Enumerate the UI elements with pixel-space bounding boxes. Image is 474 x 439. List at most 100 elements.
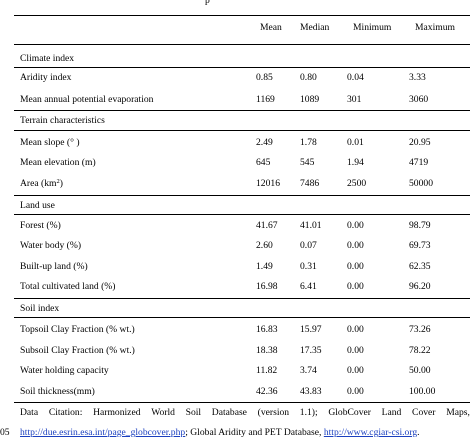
- cell-min: 0.00: [347, 240, 364, 251]
- cell-min: 0.00: [347, 281, 364, 292]
- cell-median: 0.80: [300, 72, 317, 83]
- top-rule: [14, 15, 470, 17]
- row-label: Forest (%): [20, 220, 61, 231]
- cell-mean: 1169: [256, 94, 275, 105]
- cell-median: 43.83: [300, 386, 322, 397]
- cell-max: 78.22: [409, 345, 431, 356]
- cgiar-link[interactable]: http://www.cgiar-csi.org: [323, 427, 418, 438]
- row-label: Aridity index: [20, 72, 72, 83]
- section-rule: [14, 110, 470, 111]
- cell-median: 15.97: [300, 324, 322, 335]
- cell-mean: 12016: [256, 178, 280, 189]
- cell-max: 73.26: [409, 324, 431, 335]
- row-label: Topsoil Clay Fraction (% wt.): [20, 324, 135, 335]
- footnote-word: Database: [211, 407, 247, 418]
- cell-max: 50000: [409, 178, 433, 189]
- cell-mean: 1.49: [256, 261, 273, 272]
- bottom-rule: [14, 402, 470, 404]
- footnote-word: Land: [381, 407, 402, 418]
- footnote-line-1: Data Citation: Harmonized World Soil Database…: [20, 407, 470, 418]
- footnote-word: Cover: [412, 407, 436, 418]
- footnote-word: GlobCover: [328, 407, 371, 418]
- footnote-word: Soil: [185, 407, 202, 418]
- cell-median: 3.74: [300, 365, 317, 376]
- section-rule: [14, 317, 470, 318]
- cell-max: 69.73: [409, 240, 431, 251]
- superscript: 2: [56, 178, 60, 185]
- table-caption-fragment: p: [205, 0, 210, 6]
- footnote-word: (version: [257, 407, 290, 418]
- column-header-minimum: Minimum: [353, 22, 392, 33]
- section-rule: [14, 130, 470, 131]
- section-title-terrain: Terrain characteristics: [20, 115, 105, 126]
- cell-median: 6.41: [300, 281, 317, 292]
- cell-max: 50.00: [409, 365, 431, 376]
- row-label: Mean slope (° ): [20, 137, 80, 148]
- cell-max: 62.35: [409, 261, 431, 272]
- footnote-word: Harmonized: [93, 407, 141, 418]
- footnote-word: 1.1);: [299, 407, 318, 418]
- footnote-word: World: [151, 407, 175, 418]
- cell-min: 0.01: [347, 137, 364, 148]
- header-rule: [14, 44, 470, 45]
- section-rule: [14, 298, 470, 299]
- cell-mean: 645: [256, 157, 271, 168]
- cell-max: 98.79: [409, 220, 431, 231]
- cell-median: 1089: [300, 94, 320, 105]
- cell-median: 7486: [300, 178, 320, 189]
- row-label: Area (km2): [20, 178, 63, 190]
- column-header-maximum: Maximum: [415, 22, 455, 33]
- footnote-end-text: .: [417, 427, 420, 438]
- cell-min: 0.00: [347, 220, 364, 231]
- row-label: Mean annual potential evaporation: [20, 94, 154, 105]
- cell-max: 3060: [409, 94, 429, 105]
- footnote-word: Citation:: [48, 407, 83, 418]
- cell-min: 0.00: [347, 386, 364, 397]
- cell-mean: 18.38: [256, 345, 278, 356]
- row-label: Water body (%): [20, 240, 82, 251]
- cell-min: 0.00: [347, 345, 364, 356]
- cell-mean: 41.67: [256, 220, 278, 231]
- cell-max: 96.20: [409, 281, 431, 292]
- cell-median: 41.01: [300, 220, 322, 231]
- row-label: Water holding capacity: [20, 365, 109, 376]
- cell-max: 4719: [409, 157, 429, 168]
- cell-mean: 0.85: [256, 72, 273, 83]
- section-title-soil: Soil index: [20, 303, 60, 314]
- cell-median: 545: [300, 157, 315, 168]
- cell-max: 20.95: [409, 137, 431, 148]
- cell-mean: 11.82: [256, 365, 278, 376]
- cell-max: 100.00: [409, 386, 436, 397]
- footnote-word: Data: [20, 407, 39, 418]
- row-label: Soil thickness(mm): [20, 386, 95, 397]
- row-label: Subsoil Clay Fraction (% wt.): [20, 345, 135, 356]
- cell-min: 2500: [347, 178, 367, 189]
- line-number: 05: [0, 427, 10, 438]
- globcover-link[interactable]: http://due.esrin.esa.int/page_globcover.…: [20, 427, 186, 438]
- row-label-tail: ): [59, 178, 63, 189]
- section-rule: [14, 67, 470, 68]
- cell-min: 0.00: [347, 365, 364, 376]
- footnote-line-2: http://due.esrin.esa.int/page_globcover.…: [20, 427, 420, 438]
- cell-median: 0.07: [300, 240, 317, 251]
- column-header-mean: Mean: [260, 22, 282, 33]
- footnote-word: Maps,: [446, 407, 470, 418]
- cell-min: 0.00: [347, 324, 364, 335]
- cell-mean: 16.83: [256, 324, 278, 335]
- row-label: Mean elevation (m): [20, 157, 96, 168]
- row-label-text: Area (km: [20, 178, 57, 189]
- section-rule: [14, 195, 470, 196]
- row-label: Total cultivated land (%): [20, 281, 116, 292]
- cell-median: 0.31: [300, 261, 317, 272]
- cell-min: 1.94: [347, 157, 364, 168]
- cell-mean: 2.60: [256, 240, 273, 251]
- cell-min: 0.00: [347, 261, 364, 272]
- section-rule: [14, 214, 470, 215]
- column-header-median: Median: [300, 22, 330, 33]
- cell-mean: 2.49: [256, 137, 273, 148]
- section-title-land-use: Land use: [20, 200, 55, 211]
- cell-median: 1.78: [300, 137, 317, 148]
- cell-min: 301: [347, 94, 362, 105]
- cell-min: 0.04: [347, 72, 364, 83]
- cell-median: 17.35: [300, 345, 322, 356]
